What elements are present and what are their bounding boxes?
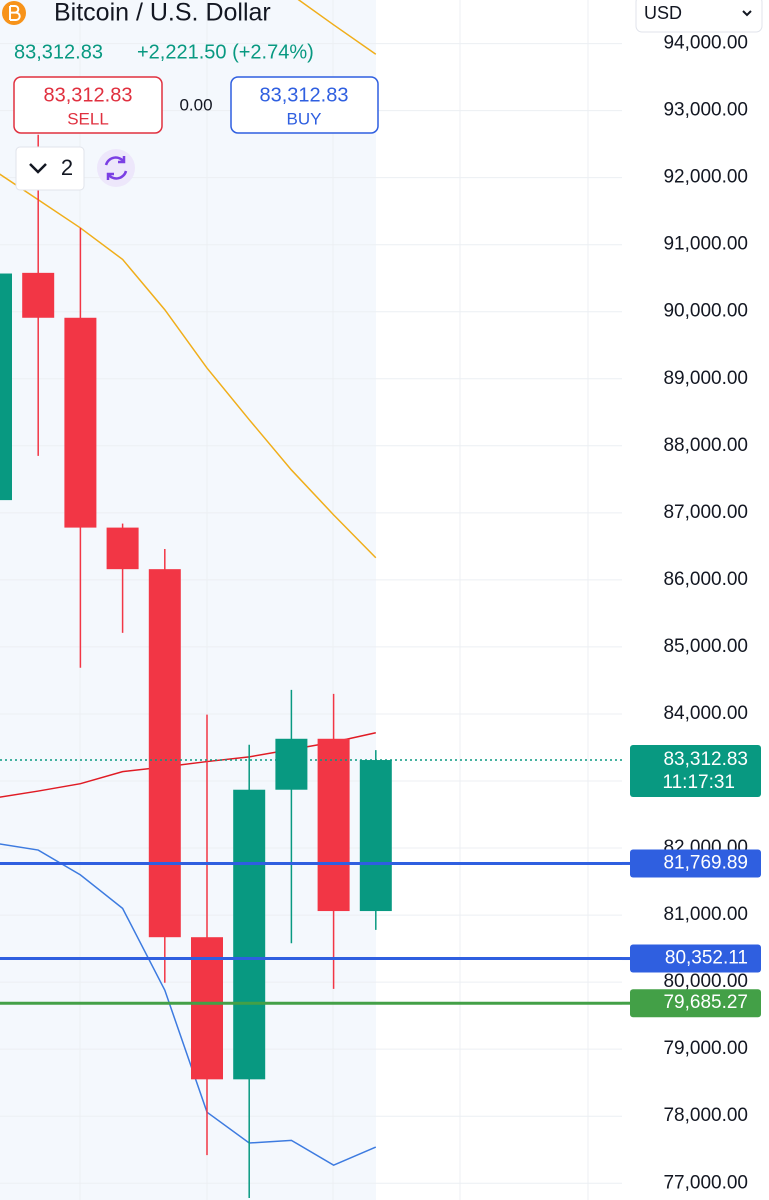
- candle-body: [106, 527, 139, 570]
- y-tick-label: 87,000.00: [663, 502, 748, 523]
- refresh-icon: [104, 156, 128, 180]
- price-change: +2,221.50 (+2.74%): [137, 41, 314, 63]
- y-tick-label: 92,000.00: [663, 167, 748, 188]
- y-tick-label: 80,000.00: [663, 971, 748, 992]
- current-price-label: 83,312.83: [663, 749, 748, 770]
- current-price-tag: [630, 745, 761, 798]
- y-tick-label: 79,000.00: [663, 1038, 748, 1059]
- last-price: 83,312.83: [14, 41, 103, 63]
- spread: 0.00: [179, 95, 212, 114]
- candle-body: [317, 738, 350, 912]
- y-tick-label: 78,000.00: [663, 1105, 748, 1126]
- y-tick-label: 81,000.00: [663, 904, 748, 925]
- candle-body: [64, 317, 97, 528]
- y-tick-label: 77,000.00: [663, 1172, 748, 1193]
- candle-body: [148, 569, 181, 938]
- price-line-tag: [630, 944, 761, 973]
- sell-label: SELL: [67, 109, 109, 128]
- y-tick-label: 84,000.00: [663, 703, 748, 724]
- collapse-button[interactable]: [15, 146, 85, 191]
- price-line-label: 79,685.27: [663, 992, 748, 1013]
- y-tick-label: 88,000.00: [663, 435, 748, 456]
- refresh-arrows: [106, 156, 126, 180]
- y-tick-label: 93,000.00: [663, 100, 748, 121]
- candle-body: [22, 272, 55, 318]
- plot: [0, 0, 622, 1198]
- indicator-line: [0, 173, 377, 559]
- candle-body: [275, 738, 308, 790]
- price-line-tag: [630, 989, 761, 1018]
- indicator-line: [0, 732, 376, 798]
- candle-body: [233, 789, 266, 1080]
- price-line-label: 81,769.89: [663, 852, 748, 873]
- price-line-label: 80,352.11: [665, 948, 748, 969]
- chevron: [29, 163, 47, 174]
- candle-body: [0, 273, 12, 501]
- buy-button[interactable]: [230, 76, 379, 134]
- y-tick-label: 90,000.00: [663, 301, 748, 322]
- countdown-label: 11:17:31: [662, 772, 735, 793]
- y-tick-label: 89,000.00: [663, 368, 748, 389]
- overlay: Bitcoin / U.S. Dollar 83,312.83 +2,221.5…: [2, 0, 763, 191]
- currency-label: USD: [644, 3, 682, 23]
- indicator-count: 2: [61, 155, 73, 180]
- indicator-line: [297, 0, 377, 55]
- sell-price: 83,312.83: [44, 84, 133, 106]
- select-chevron: [742, 10, 752, 17]
- y-tick-label: 94,000.00: [663, 33, 748, 54]
- session-highlight: [0, 0, 376, 1200]
- price-axis: 94,000.00 93,000.00 92,000.00 91,000.00 90,0…: [622, 33, 761, 1193]
- candle-body: [191, 937, 223, 1080]
- candle-body: [359, 760, 392, 912]
- y-tick-label: 85,000.00: [663, 636, 748, 657]
- y-tick-label: 91,000.00: [663, 234, 748, 255]
- refresh-button[interactable]: [97, 149, 135, 187]
- y-tick-label: 86,000.00: [663, 569, 748, 590]
- price-line-tag: [630, 849, 761, 878]
- bitcoin-glyph: [9, 5, 21, 21]
- symbol-title: Bitcoin / U.S. Dollar: [54, 0, 271, 27]
- buy-price: 83,312.83: [260, 84, 349, 106]
- buy-label: BUY: [287, 109, 322, 128]
- currency-select[interactable]: [635, 0, 763, 33]
- sell-button[interactable]: [13, 76, 163, 134]
